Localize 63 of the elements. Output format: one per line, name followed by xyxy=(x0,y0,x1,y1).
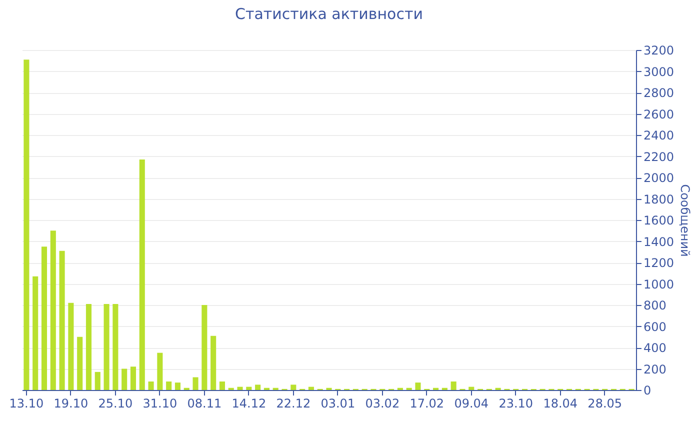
bar xyxy=(148,382,154,390)
x-tick-label: 17.02 xyxy=(410,396,444,410)
y-tick-label: 2000 xyxy=(644,171,674,185)
y-tick-label: 2400 xyxy=(644,128,674,142)
bar xyxy=(174,382,180,390)
y-tick-label: 2200 xyxy=(644,150,674,164)
y-tick-label: 3200 xyxy=(644,44,674,58)
y-tick-label: 600 xyxy=(644,320,666,334)
bar xyxy=(237,386,243,390)
bar xyxy=(77,336,83,390)
bar xyxy=(219,382,225,390)
bar xyxy=(122,368,128,390)
bar xyxy=(130,366,136,390)
y-tick-label: 0 xyxy=(644,384,652,398)
y-tick-label: 800 xyxy=(644,298,666,312)
y-tick-label: 200 xyxy=(644,362,666,376)
bar xyxy=(94,372,100,390)
x-tick-label: 18.04 xyxy=(543,396,578,410)
bar xyxy=(157,352,163,390)
x-tick-label: 28.05 xyxy=(588,396,622,410)
bar xyxy=(166,382,172,390)
x-tick-label: 08.11 xyxy=(187,396,222,410)
y-tick-label: 1200 xyxy=(644,256,674,270)
bar xyxy=(415,382,421,390)
bar xyxy=(192,377,198,390)
bar xyxy=(68,302,74,390)
y-tick-label: 1600 xyxy=(644,214,674,228)
x-tick-label: 31.10 xyxy=(142,396,178,410)
chart-title: Статистика активности xyxy=(235,5,423,23)
bar xyxy=(112,304,118,390)
bar xyxy=(41,246,48,390)
y-tick-label: 2600 xyxy=(644,107,674,122)
bar xyxy=(290,384,296,390)
x-tick-label: 14.12 xyxy=(232,396,266,410)
bar xyxy=(59,250,65,390)
x-tick-label: 13.10 xyxy=(9,396,44,410)
bar xyxy=(104,304,110,390)
bar xyxy=(255,384,261,390)
bar xyxy=(468,386,474,390)
bar xyxy=(246,386,252,390)
bar xyxy=(308,386,314,390)
y-tick-label: 3000 xyxy=(644,64,674,79)
bar xyxy=(24,60,30,390)
bar xyxy=(210,336,216,390)
y-tick-label: 1400 xyxy=(644,234,674,249)
x-tick-label: 25.10 xyxy=(98,396,133,410)
y-axis-title: Сообщений xyxy=(678,184,692,257)
x-tick-label: 03.01 xyxy=(320,396,356,410)
x-tick-label: 09.04 xyxy=(454,396,489,410)
bar xyxy=(139,159,145,390)
bar xyxy=(450,382,456,390)
bar xyxy=(50,230,56,390)
x-tick-label: 03.02 xyxy=(365,396,400,410)
bar xyxy=(32,276,38,390)
y-tick-label: 2800 xyxy=(644,86,674,100)
y-tick-label: 1000 xyxy=(644,277,674,292)
bar xyxy=(86,304,92,390)
y-tick-label: 1800 xyxy=(644,192,674,206)
x-tick-label: 23.10 xyxy=(498,396,534,410)
x-tick-label: 22.12 xyxy=(276,396,311,410)
bar xyxy=(202,305,208,390)
x-tick-label: 19.10 xyxy=(54,396,88,410)
y-tick-label: 400 xyxy=(644,341,666,355)
